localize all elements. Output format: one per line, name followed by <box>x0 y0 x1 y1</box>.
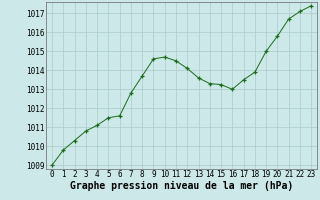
X-axis label: Graphe pression niveau de la mer (hPa): Graphe pression niveau de la mer (hPa) <box>70 181 293 191</box>
